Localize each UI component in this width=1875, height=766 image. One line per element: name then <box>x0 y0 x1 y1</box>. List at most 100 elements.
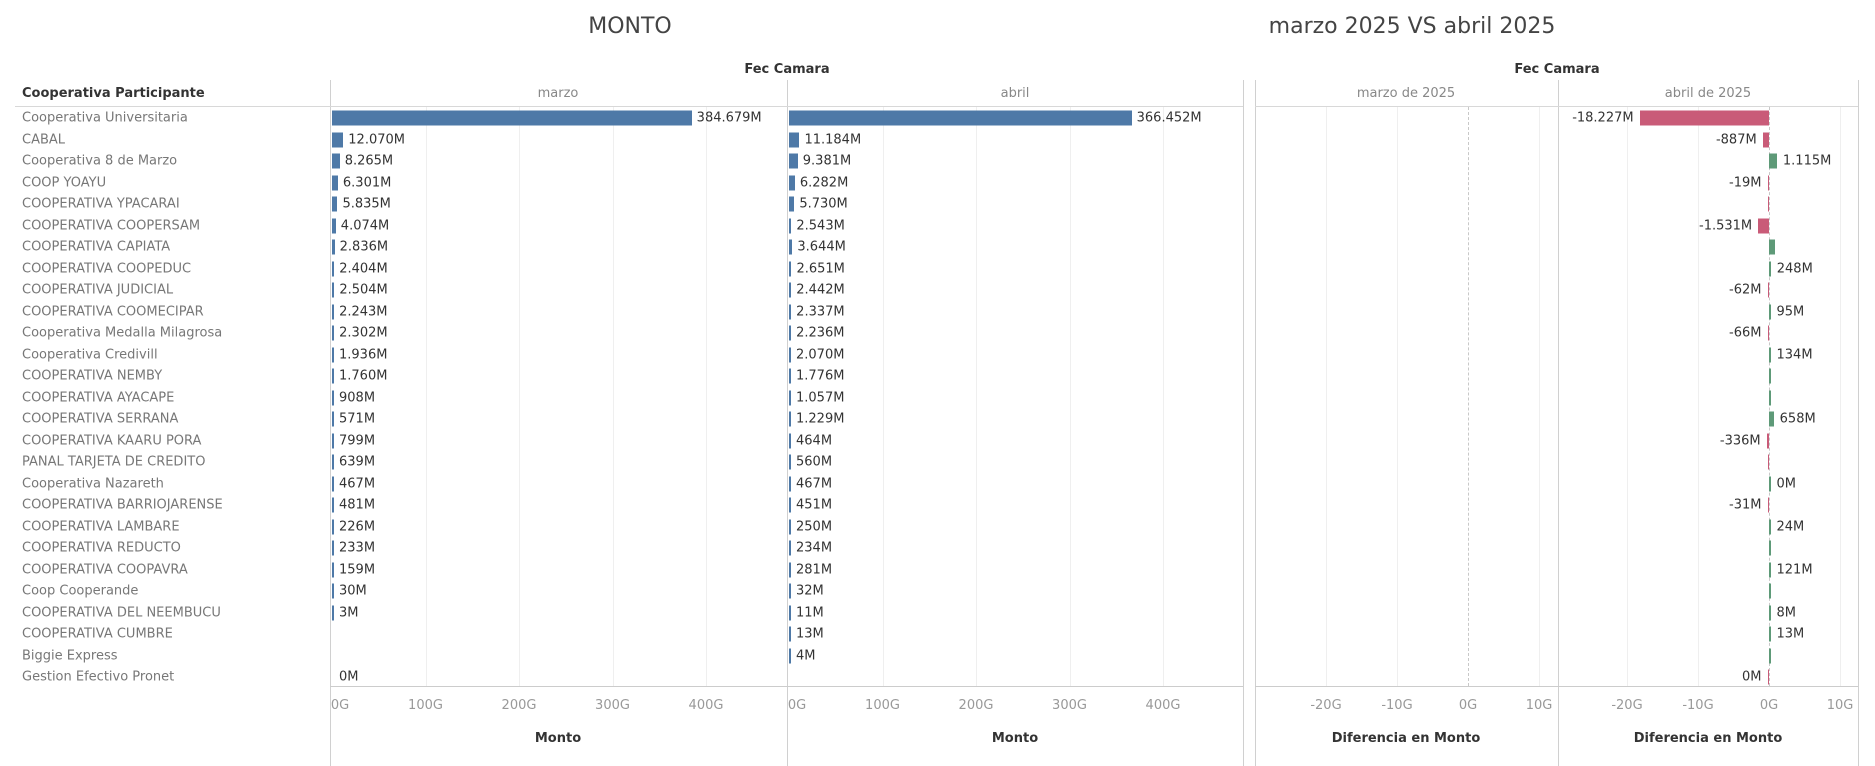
row-header[interactable]: Cooperativa Participante <box>22 86 205 101</box>
row-label[interactable]: COOP YOAYU <box>22 175 107 190</box>
bar-marzo[interactable] <box>332 261 335 276</box>
row-label[interactable]: COOPERATIVA KAARU PORA <box>22 433 202 448</box>
bar-abril[interactable] <box>789 411 791 427</box>
bar-diff-abril-2025[interactable] <box>1769 626 1771 642</box>
bar-abril[interactable] <box>789 218 792 233</box>
bar-abril[interactable] <box>789 282 792 298</box>
bar-abril[interactable] <box>789 648 791 663</box>
bar-diff-abril-2025[interactable] <box>1767 497 1769 513</box>
bar-abril[interactable] <box>789 153 798 169</box>
row-label[interactable]: CABAL <box>22 132 66 147</box>
bar-abril[interactable] <box>789 196 795 212</box>
bar-marzo[interactable] <box>332 562 334 577</box>
bar-diff-abril-2025[interactable] <box>1769 605 1771 620</box>
bar-abril[interactable] <box>789 304 792 319</box>
bar-diff-abril-2025[interactable] <box>1639 110 1769 126</box>
bar-marzo[interactable] <box>332 196 338 212</box>
bar-diff-abril-2025[interactable] <box>1769 540 1771 556</box>
bar-diff-abril-2025[interactable] <box>1769 239 1775 255</box>
bar-diff-abril-2025[interactable] <box>1769 153 1777 169</box>
bar-marzo[interactable] <box>332 132 344 147</box>
bar-diff-abril-2025[interactable] <box>1767 175 1769 190</box>
bar-diff-abril-2025[interactable] <box>1767 325 1769 341</box>
row-label[interactable]: COOPERATIVA COOPAVRA <box>22 562 188 577</box>
bar-marzo[interactable] <box>332 583 334 599</box>
row-label[interactable]: COOPERATIVA NEMBY <box>22 368 163 384</box>
row-label[interactable]: COOPERATIVA CAPIATA <box>22 239 171 255</box>
bar-marzo[interactable] <box>332 497 334 513</box>
bar-abril[interactable] <box>789 132 800 147</box>
bar-marzo[interactable] <box>332 153 340 169</box>
bar-abril[interactable] <box>789 261 792 276</box>
bar-marzo[interactable] <box>332 110 692 126</box>
row-label[interactable]: COOPERATIVA SERRANA <box>22 411 179 427</box>
bar-abril[interactable] <box>789 583 791 599</box>
bar-marzo[interactable] <box>332 454 334 470</box>
bar-diff-abril-2025[interactable] <box>1769 390 1771 405</box>
bar-abril[interactable] <box>789 626 791 642</box>
row-label[interactable]: COOPERATIVA COOPEDUC <box>22 261 192 276</box>
row-label[interactable]: COOPERATIVA REDUCTO <box>22 540 181 556</box>
row-label[interactable]: COOPERATIVA LAMBARE <box>22 519 180 534</box>
bar-diff-abril-2025[interactable] <box>1767 669 1769 685</box>
bar-marzo[interactable] <box>332 411 334 427</box>
bar-marzo[interactable] <box>332 304 335 319</box>
row-label[interactable]: COOPERATIVA COOPERSAM <box>22 218 201 233</box>
bar-abril[interactable] <box>789 540 791 556</box>
bar-diff-abril-2025[interactable] <box>1766 433 1769 448</box>
row-label[interactable]: COOPERATIVA DEL NEEMBUCU <box>22 605 221 620</box>
bar-abril[interactable] <box>789 454 791 470</box>
column-header-marzo[interactable]: marzo <box>537 86 579 101</box>
row-label[interactable]: Biggie Express <box>22 648 118 663</box>
bar-abril[interactable] <box>789 562 791 577</box>
bar-diff-abril-2025[interactable] <box>1769 476 1771 491</box>
bar-abril[interactable] <box>789 497 791 513</box>
bar-abril[interactable] <box>789 519 791 534</box>
column-header-abril[interactable]: abril <box>1000 86 1030 101</box>
column-header-marzo-2025[interactable]: marzo de 2025 <box>1356 86 1456 101</box>
bar-diff-abril-2025[interactable] <box>1767 454 1769 470</box>
row-label[interactable]: Cooperativa Credivill <box>22 347 158 362</box>
row-label[interactable]: Cooperativa Nazareth <box>22 476 164 491</box>
bar-abril[interactable] <box>789 239 793 255</box>
bar-marzo[interactable] <box>332 282 335 298</box>
row-label[interactable]: PANAL TARJETA DE CREDITO <box>22 454 206 470</box>
bar-diff-abril-2025[interactable] <box>1769 519 1771 534</box>
bar-diff-abril-2025[interactable] <box>1769 368 1771 384</box>
bar-diff-abril-2025[interactable] <box>1769 347 1771 362</box>
row-label[interactable]: Gestion Efectivo Pronet <box>22 669 175 685</box>
bar-marzo[interactable] <box>332 368 334 384</box>
bar-marzo[interactable] <box>332 347 334 362</box>
row-label[interactable]: COOPERATIVA YPACARAI <box>22 196 180 212</box>
row-label[interactable]: COOPERATIVA BARRIOJARENSE <box>22 497 223 513</box>
bar-abril[interactable] <box>789 390 791 405</box>
bar-marzo[interactable] <box>332 239 335 255</box>
bar-diff-abril-2025[interactable] <box>1767 196 1769 212</box>
bar-diff-abril-2025[interactable] <box>1769 261 1771 276</box>
row-label[interactable]: Cooperativa 8 de Marzo <box>22 153 178 169</box>
bar-abril[interactable] <box>789 433 791 448</box>
bar-abril[interactable] <box>789 325 792 341</box>
bar-marzo[interactable] <box>332 476 334 491</box>
row-label[interactable]: COOPERATIVA CUMBRE <box>22 626 173 642</box>
bar-abril[interactable] <box>789 368 791 384</box>
bar-diff-abril-2025[interactable] <box>1758 218 1769 233</box>
bar-marzo[interactable] <box>332 433 334 448</box>
bar-diff-abril-2025[interactable] <box>1767 282 1769 298</box>
bar-marzo[interactable] <box>332 605 334 620</box>
bar-diff-abril-2025[interactable] <box>1769 648 1771 663</box>
bar-abril[interactable] <box>789 605 791 620</box>
row-label[interactable]: COOPERATIVA JUDICIAL <box>22 282 174 298</box>
bar-diff-abril-2025[interactable] <box>1769 304 1771 319</box>
bar-marzo[interactable] <box>332 519 334 534</box>
bar-marzo[interactable] <box>332 540 334 556</box>
bar-abril[interactable] <box>789 175 795 190</box>
column-header-abril-2025[interactable]: abril de 2025 <box>1664 86 1752 101</box>
bar-diff-abril-2025[interactable] <box>1762 132 1769 147</box>
bar-marzo[interactable] <box>332 218 336 233</box>
bar-marzo[interactable] <box>332 325 335 341</box>
bar-abril[interactable] <box>789 110 1132 126</box>
row-label[interactable]: Cooperativa Medalla Milagrosa <box>22 325 223 341</box>
bar-diff-abril-2025[interactable] <box>1769 562 1771 577</box>
bar-abril[interactable] <box>789 347 791 362</box>
